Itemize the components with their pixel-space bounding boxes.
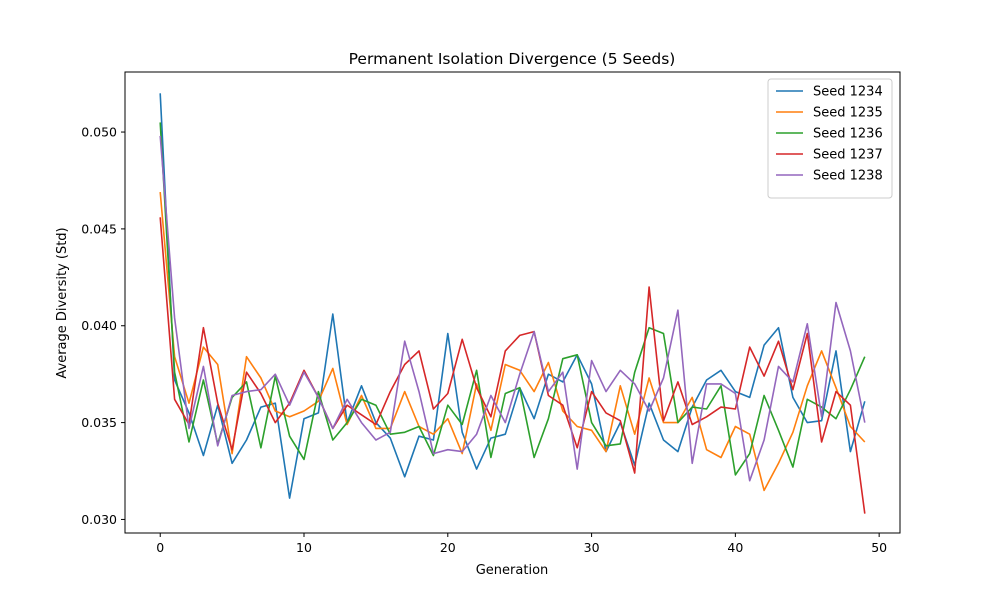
legend: Seed 1234 Seed 1235 Seed 1236 Seed 1237 Seed… <box>767 78 893 199</box>
x-tick-label: 40 <box>727 540 743 555</box>
y-tick-label: 0.035 <box>81 415 117 430</box>
series-line-5 <box>159 135 866 482</box>
x-tick-label: 20 <box>440 540 456 555</box>
y-tick-label: 0.040 <box>81 318 117 333</box>
y-tick-label: 0.030 <box>81 512 117 527</box>
legend-box <box>767 78 893 199</box>
plot-frame <box>124 71 901 534</box>
chart-title: Permanent Isolation Divergence (5 Seeds) <box>349 50 676 68</box>
y-axis-label: Average Diversity (Std) <box>55 227 70 378</box>
x-tick-label: 0 <box>156 540 164 555</box>
legend-label: Seed 1234 <box>813 85 883 100</box>
x-tick-label: 50 <box>871 540 887 555</box>
plot-lines <box>159 93 866 514</box>
legend-label: Seed 1237 <box>813 148 883 163</box>
x-tick-label: 10 <box>296 540 312 555</box>
x-axis-label: Generation <box>476 563 549 578</box>
legend-label: Seed 1236 <box>813 127 883 142</box>
axes: 0 10 20 30 40 50 0.030 0.035 0.040 0.045 0.050 <box>81 71 901 555</box>
series-line-3 <box>159 122 866 476</box>
y-tick-label: 0.050 <box>81 125 117 140</box>
legend-label: Seed 1238 <box>813 169 883 184</box>
series-line-4 <box>159 217 866 514</box>
legend-label: Seed 1235 <box>813 106 883 121</box>
series-line-2 <box>159 192 866 492</box>
x-tick-label: 30 <box>584 540 600 555</box>
y-tick-label: 0.045 <box>81 221 117 236</box>
